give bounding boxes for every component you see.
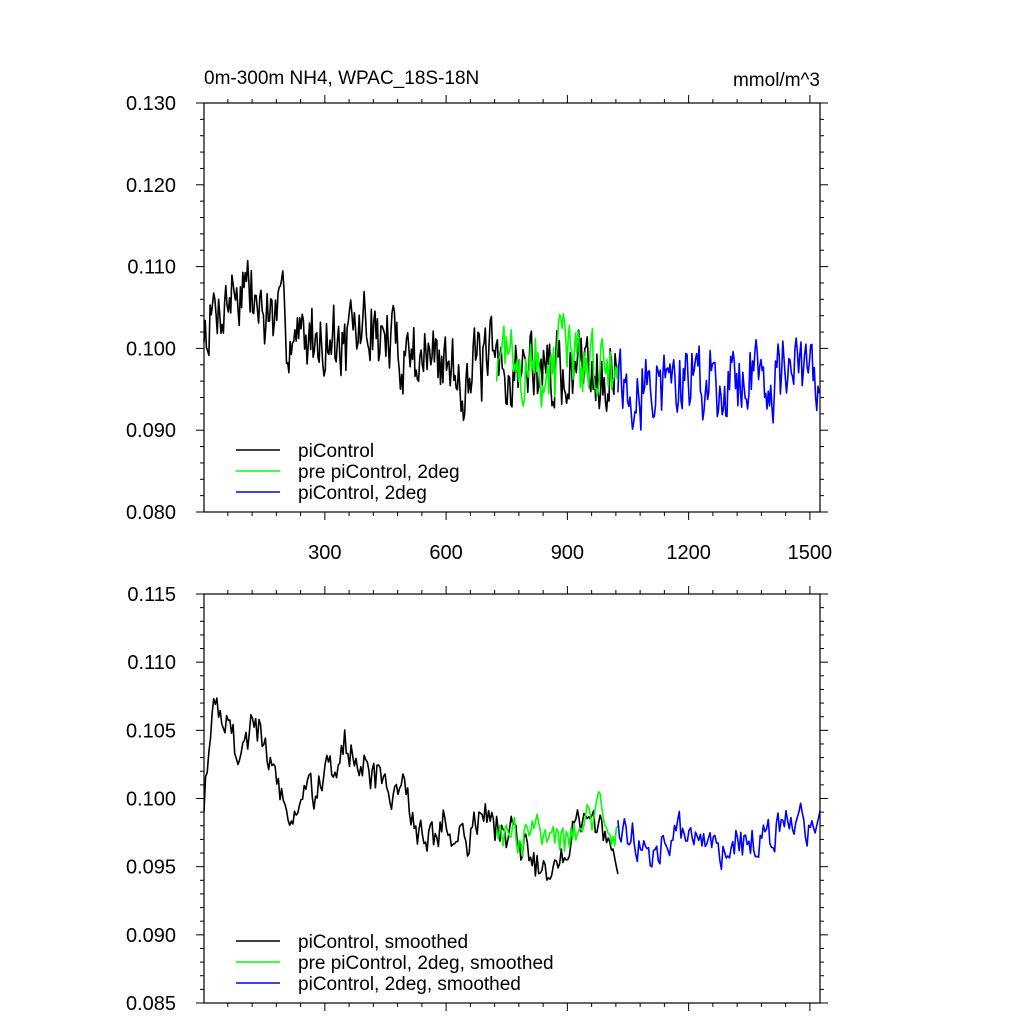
- series-line-1-2: [495, 313, 619, 408]
- y-tick-label: 0.100: [126, 338, 176, 360]
- panel-top: 0.080 0.090 0.100 0.110 0.120 0.130 300 600 900 1…: [126, 93, 832, 564]
- series-line-2-3: [617, 802, 821, 871]
- panel1-title-left: 0m-300m NH4, WPAC_18S-18N: [204, 68, 479, 89]
- legend-label: piControl: [298, 441, 374, 462]
- y-tick-label: 0.110: [127, 257, 176, 279]
- series-line-2-2: [495, 790, 619, 857]
- x-tick-label: 600: [429, 542, 462, 564]
- x-tick-label: 1200: [666, 542, 711, 564]
- y-tick-label: 0.130: [126, 93, 176, 115]
- y-tick-label: 0.095: [126, 857, 176, 879]
- legend-label: pre piControl, 2deg, smoothed: [298, 953, 554, 974]
- y-tick-label: 0.085: [126, 993, 176, 1015]
- panel-bottom: 0.085 0.090 0.095 0.100 0.105 0.110 0.115 piCon…: [126, 584, 828, 1015]
- y-tick-label: 0.080: [126, 502, 176, 524]
- y-tick-label: 0.090: [126, 420, 176, 442]
- x-tick-label: 1500: [788, 542, 833, 564]
- series-line-2-1: [203, 697, 619, 881]
- y-tick-label: 0.110: [127, 652, 176, 674]
- x-tick-label: 300: [308, 542, 341, 564]
- x-tick-label: 900: [551, 542, 584, 564]
- legend-label: piControl, smoothed: [298, 932, 468, 953]
- legend-label: pre piControl, 2deg: [298, 462, 460, 483]
- y-tick-label: 0.120: [126, 175, 176, 197]
- series-line-1-1: [203, 259, 618, 422]
- plot-frame-1: [203, 102, 821, 513]
- y-tick-label: 0.100: [126, 789, 176, 811]
- y-tick-label: 0.105: [126, 720, 176, 742]
- y-tick-label: 0.090: [126, 925, 176, 947]
- series-line-1-3: [617, 337, 820, 431]
- legend-label: piControl, 2deg: [298, 483, 427, 504]
- panel1-title-right: mmol/m^3: [733, 70, 820, 91]
- y-tick-label: 0.115: [127, 584, 176, 606]
- legend-label: piControl, 2deg, smoothed: [298, 974, 521, 995]
